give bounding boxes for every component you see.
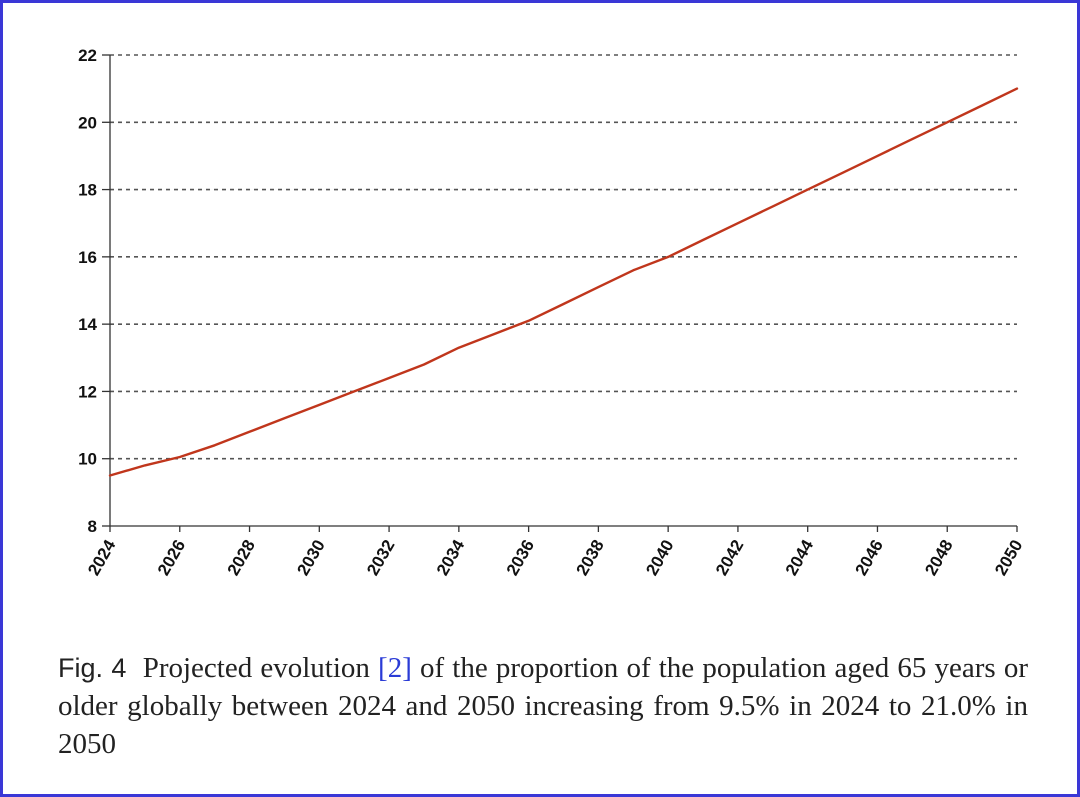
x-tick-label: 2028 bbox=[224, 537, 259, 579]
series-line bbox=[108, 87, 1019, 477]
gridlines bbox=[110, 54, 1017, 460]
x-tick-label: 2036 bbox=[503, 537, 538, 579]
axes bbox=[109, 55, 1017, 527]
x-tick-label: 2038 bbox=[572, 537, 607, 579]
y-tick-label: 12 bbox=[78, 382, 97, 401]
x-tick-label: 2024 bbox=[84, 536, 120, 579]
y-tick-label: 8 bbox=[88, 517, 97, 536]
x-tick-label: 2026 bbox=[154, 537, 189, 579]
series bbox=[108, 87, 1019, 477]
x-tick-label: 2040 bbox=[642, 537, 677, 579]
x-tick-label: 2034 bbox=[433, 536, 469, 579]
y-tick-label: 22 bbox=[78, 46, 97, 65]
x-tick-label: 2042 bbox=[712, 537, 747, 579]
y-tick-label: 14 bbox=[78, 315, 97, 334]
y-axis-ticks: 8 10 12 14 16 18 20 22 bbox=[78, 46, 110, 536]
caption-label: Fig. 4 bbox=[58, 653, 127, 683]
x-tick-label: 2046 bbox=[852, 537, 887, 579]
caption-text-after-ref: of the proportion of the population aged… bbox=[58, 652, 1029, 760]
x-axis-ticks: 2024 2026 2028 2030 2032 2034 2036 2038 2040 2042… bbox=[84, 526, 1026, 579]
caption-reference-link[interactable]: [2] bbox=[378, 652, 412, 684]
y-tick-label: 18 bbox=[78, 181, 97, 200]
caption-text-before-ref: Projected evolution bbox=[142, 652, 379, 684]
x-tick-label: 2048 bbox=[921, 537, 956, 579]
y-tick-label: 16 bbox=[78, 248, 97, 267]
x-tick-label: 2032 bbox=[363, 537, 398, 579]
y-tick-label: 10 bbox=[78, 450, 97, 469]
x-tick-label: 2050 bbox=[991, 537, 1026, 579]
y-tick-label: 20 bbox=[78, 113, 97, 132]
figure-caption: Fig. 4 Projected evolution [2] of the pr… bbox=[58, 649, 1028, 763]
x-tick-label: 2030 bbox=[293, 537, 328, 579]
x-tick-label: 2044 bbox=[782, 536, 818, 579]
